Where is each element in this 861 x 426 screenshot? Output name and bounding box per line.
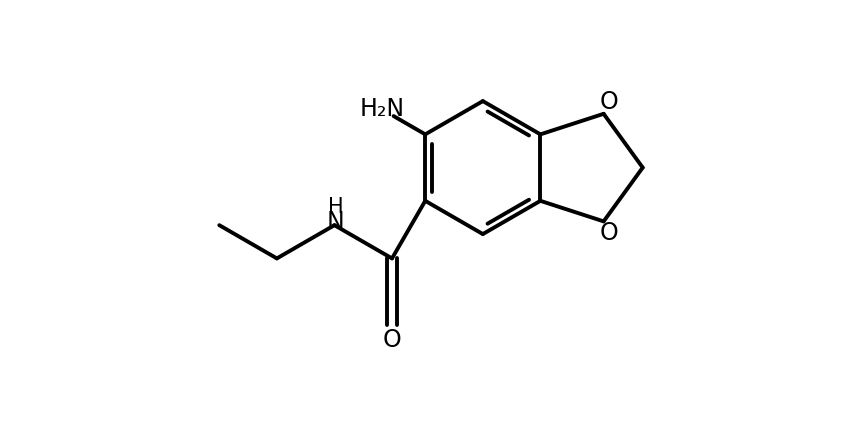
Text: H₂N: H₂N: [359, 98, 404, 121]
Text: N: N: [326, 210, 344, 234]
Text: O: O: [599, 222, 617, 245]
Text: O: O: [382, 328, 401, 351]
Text: H: H: [327, 197, 344, 217]
Text: O: O: [599, 90, 617, 114]
